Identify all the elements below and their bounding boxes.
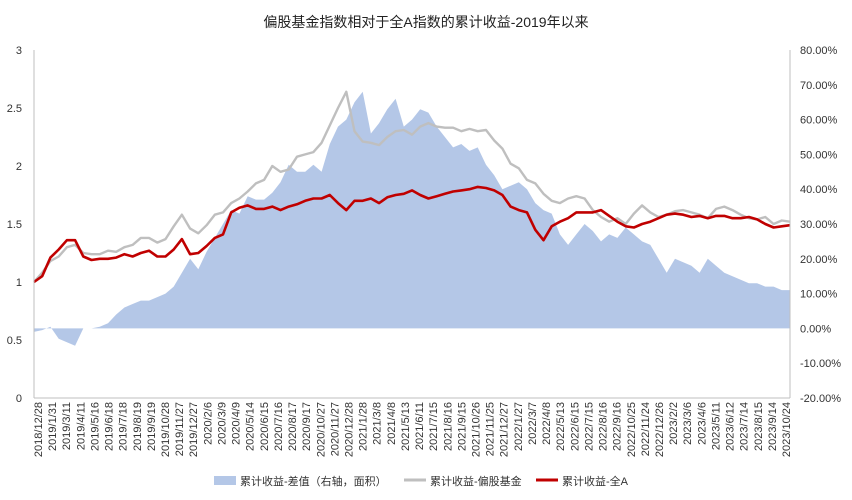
legend-swatch-diff: [214, 476, 236, 485]
x-tick-label: 2023/5/11: [710, 402, 722, 450]
right-tick-label: 10.00%: [800, 289, 838, 301]
x-tick-label: 2023/3/6: [682, 402, 694, 445]
x-tick-label: 2022/6/15: [569, 402, 581, 451]
x-tick-label: 2019/8/19: [132, 402, 144, 451]
right-tick-label: 60.00%: [800, 115, 838, 127]
x-tick-label: 2021/6/11: [414, 402, 426, 450]
chart-title: 偏股基金指数相对于全A指数的累计收益-2019年以来: [263, 14, 588, 30]
right-tick-label: 30.00%: [800, 219, 838, 231]
right-tick-label: -20.00%: [800, 393, 841, 405]
x-tick-label: 2023/6/12: [725, 402, 737, 451]
legend: 累计收益-差值（右轴，面积） 累计收益-偏股基金 累计收益-全A: [214, 474, 629, 488]
x-tick-label: 2023/9/14: [767, 402, 779, 451]
right-tick-label: 70.00%: [800, 80, 838, 92]
x-tick-label: 2021/10/26: [471, 402, 483, 457]
x-tick-label: 2021/12/27: [499, 402, 511, 457]
right-tick-label: 50.00%: [800, 149, 838, 161]
left-tick-label: 2.5: [7, 103, 22, 115]
legend-label-a: 累计收益-全A: [562, 474, 629, 488]
x-tick-label: 2023/10/24: [781, 402, 793, 457]
left-tick-label: 2: [16, 161, 22, 173]
x-tick-label: 2020/7/16: [273, 402, 285, 451]
x-tick-label: 2021/5/13: [400, 402, 412, 451]
x-tick-label: 2019/11/27: [174, 402, 186, 456]
x-tick-label: 2021/4/8: [386, 402, 398, 445]
left-tick-label: 1: [16, 277, 22, 289]
x-tick-label: 2023/2/2: [668, 402, 680, 445]
x-tick-label: 2020/8/17: [287, 402, 299, 451]
x-tick-label: 2019/12/27: [188, 402, 200, 457]
x-tick-label: 2021/8/16: [442, 402, 454, 451]
x-axis: 2018/12/28 2019/1/31 2019/3/11 2019/4/11 201…: [33, 397, 793, 457]
series-diff-area: [34, 91, 790, 346]
x-tick-label: 2020/11/27: [329, 402, 341, 456]
x-tick-label: 2021/11/25: [485, 402, 497, 456]
x-tick-label: 2020/3/9: [216, 402, 228, 445]
x-tick-label: 2021/1/28: [358, 402, 370, 451]
legend-label-diff: 累计收益-差值（右轴，面积）: [240, 474, 387, 488]
right-axis: -20.00% -10.00% 0.00% 10.00% 20.00% 30.00% 40.…: [789, 45, 841, 405]
x-tick-label: 2021/7/15: [428, 402, 440, 451]
x-tick-label: 2020/9/17: [301, 402, 313, 451]
right-tick-label: 80.00%: [800, 45, 838, 57]
left-axis: 0 0.5 1 1.5 2 2.5 3: [7, 45, 35, 405]
x-tick-label: 2022/1/27: [513, 402, 525, 451]
x-tick-label: 2019/10/28: [160, 402, 172, 457]
left-tick-label: 0.5: [7, 335, 22, 347]
legend-label-fund: 累计收益-偏股基金: [430, 474, 522, 488]
plot-area: [33, 90, 791, 346]
x-tick-label: 2022/11/24: [640, 402, 652, 456]
x-tick-label: 2020/4/9: [231, 402, 243, 445]
x-tick-label: 2020/6/15: [259, 402, 271, 451]
x-tick-label: 2022/12/26: [654, 402, 666, 457]
x-tick-label: 2021/3/8: [372, 402, 384, 445]
x-tick-label: 2022/4/8: [541, 402, 553, 445]
x-tick-label: 2018/12/28: [33, 402, 45, 457]
x-tick-label: 2019/4/11: [75, 402, 87, 450]
x-tick-label: 2023/4/6: [696, 402, 708, 445]
x-tick-label: 2019/9/19: [146, 402, 158, 451]
x-tick-label: 2020/10/27: [315, 402, 327, 457]
left-tick-label: 3: [16, 45, 22, 57]
x-tick-label: 2019/6/18: [104, 402, 116, 451]
x-tick-label: 2019/7/18: [118, 402, 130, 451]
left-tick-label: 1.5: [7, 219, 22, 231]
x-tick-label: 2022/5/13: [555, 402, 567, 451]
x-tick-label: 2019/5/16: [89, 402, 101, 451]
x-tick-label: 2022/10/25: [626, 402, 638, 457]
x-tick-label: 2020/12/28: [343, 402, 355, 457]
x-tick-label: 2022/7/15: [583, 402, 595, 451]
x-tick-label: 2022/8/16: [598, 402, 610, 451]
right-tick-label: 40.00%: [800, 184, 838, 196]
x-tick-label: 2021/9/15: [456, 402, 468, 451]
right-tick-label: 20.00%: [800, 254, 838, 266]
series-a-line: [33, 185, 791, 284]
x-tick-label: 2020/2/6: [202, 402, 214, 445]
x-tick-label: 2022/9/16: [612, 402, 624, 451]
x-tick-label: 2019/1/31: [47, 402, 59, 451]
x-tick-label: 2023/7/14: [739, 402, 751, 451]
x-tick-label: 2022/3/7: [527, 402, 539, 445]
left-tick-label: 0: [16, 393, 22, 405]
x-tick-label: 2019/3/11: [61, 402, 73, 450]
right-tick-label: -10.00%: [800, 358, 841, 370]
x-tick-label: 2023/8/15: [753, 402, 765, 451]
right-tick-label: 0.00%: [800, 323, 831, 335]
x-tick-label: 2020/5/14: [245, 402, 257, 451]
